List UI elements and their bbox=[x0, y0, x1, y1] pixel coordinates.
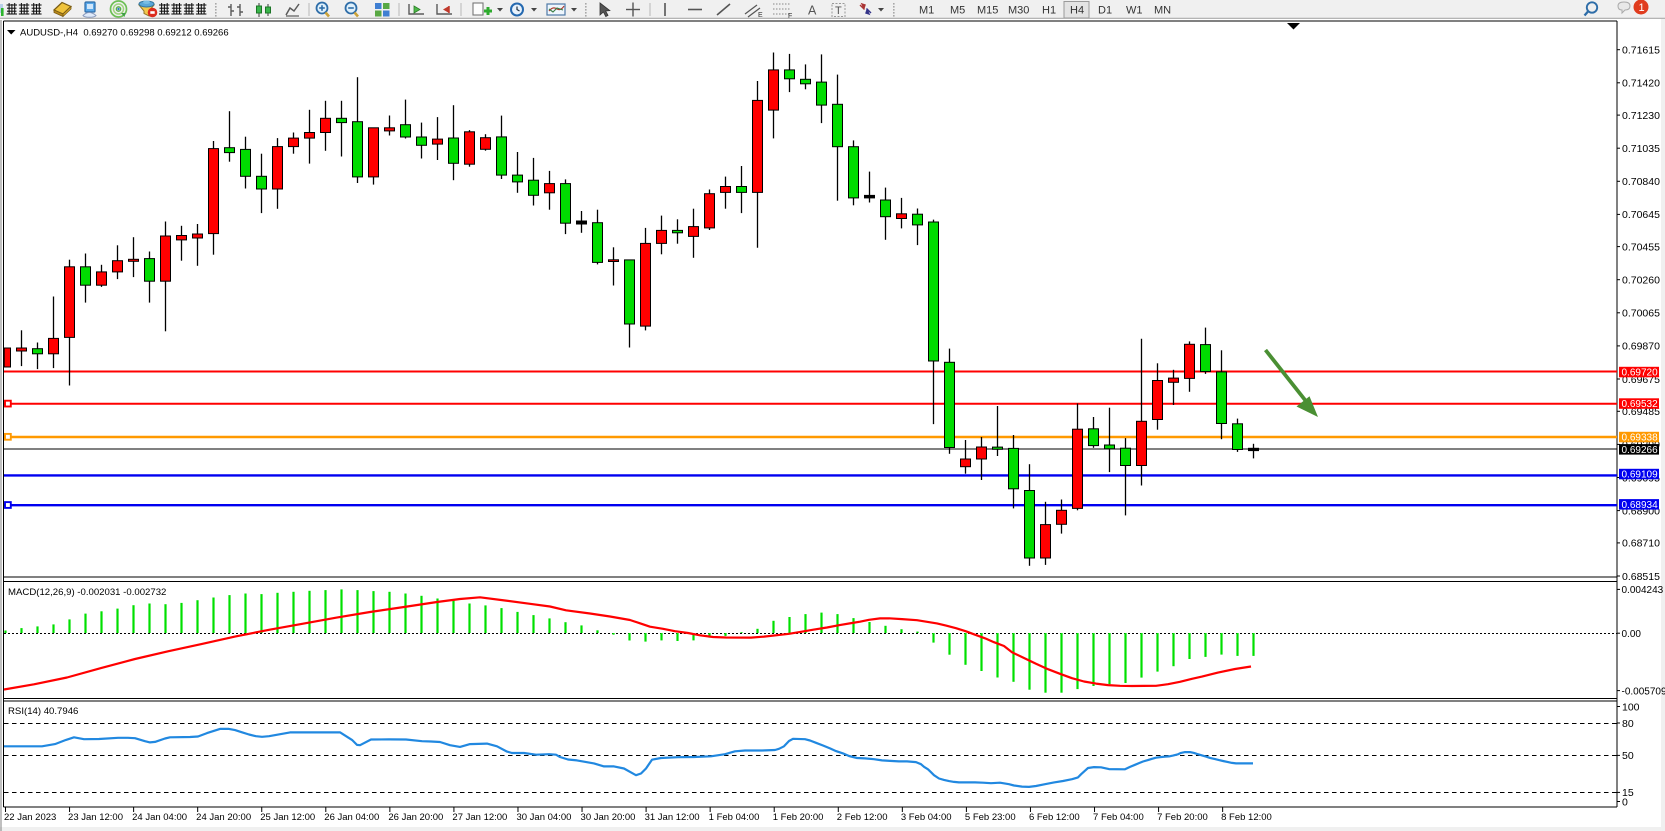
svg-text:0.69338: 0.69338 bbox=[1622, 433, 1659, 444]
svg-text:MN: MN bbox=[1154, 5, 1171, 17]
svg-text:3 Feb 04:00: 3 Feb 04:00 bbox=[901, 812, 952, 823]
svg-text:0.70645: 0.70645 bbox=[1622, 209, 1660, 221]
svg-text:0.69532: 0.69532 bbox=[1622, 399, 1659, 410]
svg-text:7 Feb 20:00: 7 Feb 20:00 bbox=[1157, 812, 1208, 823]
svg-text:0.004243: 0.004243 bbox=[1622, 585, 1664, 596]
svg-text:0: 0 bbox=[1622, 796, 1628, 808]
svg-text:0.69109: 0.69109 bbox=[1622, 470, 1659, 481]
svg-text:MACD(12,26,9) -0.002031 -0.002: MACD(12,26,9) -0.002031 -0.002732 bbox=[8, 587, 166, 598]
svg-text:22 Jan 2023: 22 Jan 2023 bbox=[4, 812, 56, 823]
svg-text:0.71230: 0.71230 bbox=[1622, 110, 1660, 122]
svg-text:AUDUSD-,H4 0.69270 0.69298 0.: AUDUSD-,H4 0.69270 0.69298 0.69212 0.692… bbox=[20, 28, 229, 39]
svg-text:H1: H1 bbox=[1042, 5, 1056, 17]
svg-text:26 Jan 04:00: 26 Jan 04:00 bbox=[324, 812, 379, 823]
svg-text:1 Feb 20:00: 1 Feb 20:00 bbox=[773, 812, 824, 823]
svg-text:8 Feb 12:00: 8 Feb 12:00 bbox=[1221, 812, 1272, 823]
svg-text:31 Jan 12:00: 31 Jan 12:00 bbox=[645, 812, 700, 823]
svg-text:26 Jan 20:00: 26 Jan 20:00 bbox=[388, 812, 443, 823]
svg-text:M1: M1 bbox=[919, 5, 934, 17]
svg-text:50: 50 bbox=[1622, 750, 1634, 762]
svg-text:D1: D1 bbox=[1098, 5, 1112, 17]
svg-text:0.69266: 0.69266 bbox=[1622, 445, 1659, 456]
svg-text:0.70840: 0.70840 bbox=[1622, 176, 1660, 188]
svg-text:F: F bbox=[788, 13, 792, 20]
svg-text:M5: M5 bbox=[950, 5, 965, 17]
svg-text:80: 80 bbox=[1622, 718, 1634, 730]
svg-text:0.71035: 0.71035 bbox=[1622, 143, 1660, 155]
svg-text:A: A bbox=[808, 4, 817, 18]
svg-text:15: 15 bbox=[1622, 787, 1634, 799]
svg-text:0.00: 0.00 bbox=[1622, 629, 1642, 640]
svg-text:M15: M15 bbox=[977, 5, 998, 17]
svg-text:5 Feb 23:00: 5 Feb 23:00 bbox=[965, 812, 1016, 823]
svg-text:1 Feb 04:00: 1 Feb 04:00 bbox=[709, 812, 760, 823]
svg-text:25 Jan 12:00: 25 Jan 12:00 bbox=[260, 812, 315, 823]
svg-text:0.68515: 0.68515 bbox=[1622, 571, 1660, 583]
svg-text:7 Feb 04:00: 7 Feb 04:00 bbox=[1093, 812, 1144, 823]
svg-text:H4: H4 bbox=[1070, 5, 1084, 17]
svg-text:30 Jan 20:00: 30 Jan 20:00 bbox=[581, 812, 636, 823]
svg-text:24 Jan 04:00: 24 Jan 04:00 bbox=[132, 812, 187, 823]
svg-text:-0.005709: -0.005709 bbox=[1622, 686, 1665, 697]
svg-text:2 Feb 12:00: 2 Feb 12:00 bbox=[837, 812, 888, 823]
svg-text:0.69870: 0.69870 bbox=[1622, 341, 1660, 353]
svg-text:30 Jan 04:00: 30 Jan 04:00 bbox=[516, 812, 571, 823]
svg-text:0.71420: 0.71420 bbox=[1622, 78, 1660, 90]
svg-text:RSI(14) 40.7946: RSI(14) 40.7946 bbox=[8, 706, 78, 717]
svg-text:T: T bbox=[835, 5, 842, 17]
svg-text:100: 100 bbox=[1622, 701, 1640, 713]
svg-text:27 Jan 12:00: 27 Jan 12:00 bbox=[452, 812, 507, 823]
svg-text:0.69720: 0.69720 bbox=[1622, 368, 1659, 379]
svg-text:24 Jan 20:00: 24 Jan 20:00 bbox=[196, 812, 251, 823]
svg-text:1: 1 bbox=[1639, 2, 1645, 14]
svg-text:6 Feb 12:00: 6 Feb 12:00 bbox=[1029, 812, 1080, 823]
svg-text:0.70260: 0.70260 bbox=[1622, 275, 1660, 287]
svg-text:0.68710: 0.68710 bbox=[1622, 538, 1660, 550]
svg-text:0.70455: 0.70455 bbox=[1622, 241, 1660, 253]
svg-text:0.70065: 0.70065 bbox=[1622, 308, 1660, 320]
svg-text:0.69485: 0.69485 bbox=[1622, 406, 1660, 418]
svg-text:E: E bbox=[758, 12, 763, 19]
svg-text:23 Jan 12:00: 23 Jan 12:00 bbox=[68, 812, 123, 823]
svg-text:M30: M30 bbox=[1008, 5, 1029, 17]
svg-text:0.68934: 0.68934 bbox=[1622, 500, 1659, 511]
svg-text:0.71615: 0.71615 bbox=[1622, 45, 1660, 57]
svg-text:W1: W1 bbox=[1126, 5, 1143, 17]
